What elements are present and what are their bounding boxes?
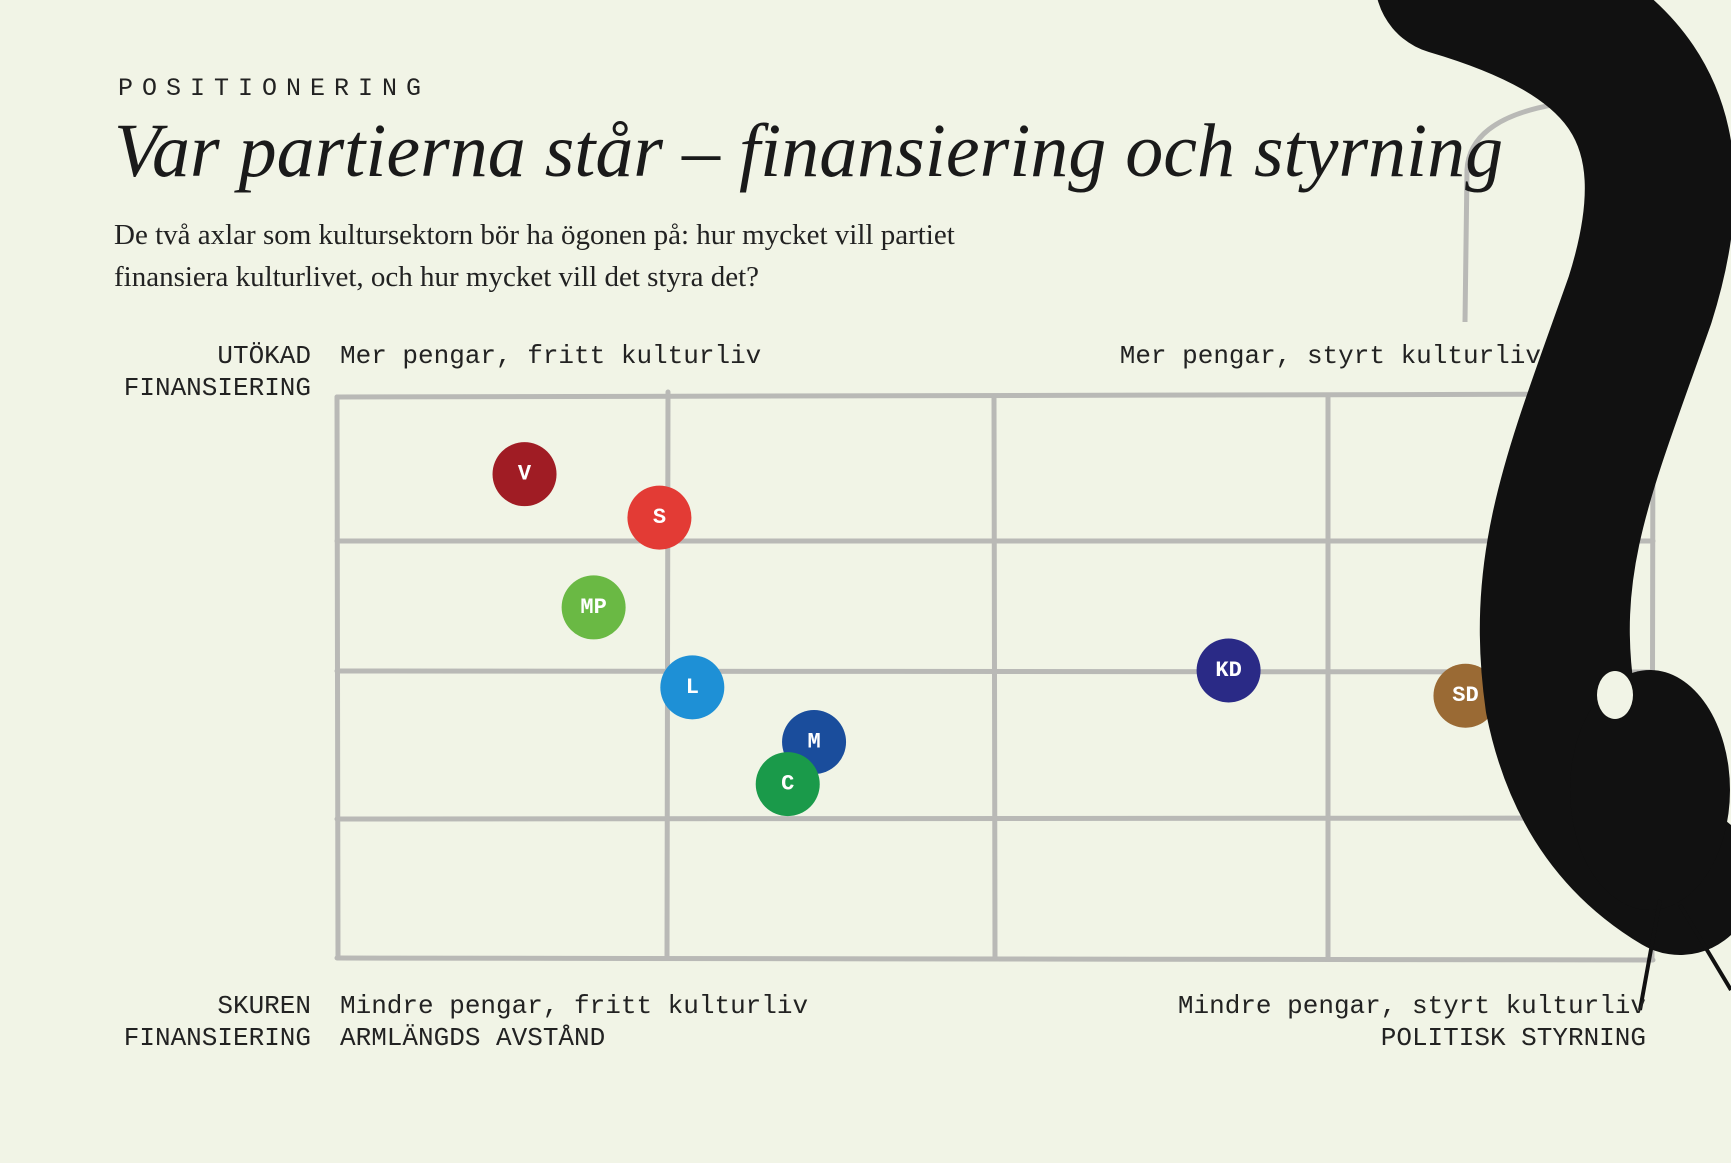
snake-illustration [1377, 0, 1731, 1011]
party-point [660, 655, 725, 720]
party-point [755, 752, 820, 817]
subtitle: De två axlar som kultursektorn bör ha ög… [114, 219, 955, 293]
party-point [627, 485, 692, 550]
quadrant-label: Mindre pengar, styrt kulturliv [1177, 991, 1646, 1021]
kicker: POSITIONERING [118, 74, 431, 103]
x-label-left: ARMLÄNGDS AVSTÅND [340, 1023, 606, 1053]
party-label: MP [580, 595, 606, 620]
y-label-low: SKUREN FINANSIERING [124, 990, 311, 1054]
quadrant-label: Mer pengar, fritt kulturliv [340, 341, 762, 371]
y-label-line: FINANSIERING [123, 1023, 311, 1053]
party-label: C [781, 772, 794, 797]
party-label: L [686, 675, 699, 700]
party-point [492, 442, 557, 507]
quadrant-label: Mer pengar, styrt kulturliv [1119, 341, 1541, 371]
y-label-line: UTÖKAD [217, 341, 311, 371]
chart-title: Var partierna står – finansiering och st… [114, 109, 1504, 193]
party-label: M [807, 730, 820, 755]
party-label: KD [1215, 658, 1241, 683]
y-label-line: FINANSIERING [123, 373, 311, 403]
party-label: V [518, 462, 532, 487]
party-point [1433, 663, 1498, 728]
y-label-line: SKUREN [217, 991, 311, 1021]
quadrant-label: Mindre pengar, fritt kulturliv [340, 991, 809, 1021]
party-point [561, 575, 626, 640]
party-label: S [653, 505, 666, 530]
party-point [1196, 638, 1261, 703]
y-label-high: UTÖKAD FINANSIERING [124, 340, 311, 404]
party-label: SD [1452, 683, 1478, 708]
x-label-right: POLITISK STYRNING [1380, 1023, 1646, 1053]
